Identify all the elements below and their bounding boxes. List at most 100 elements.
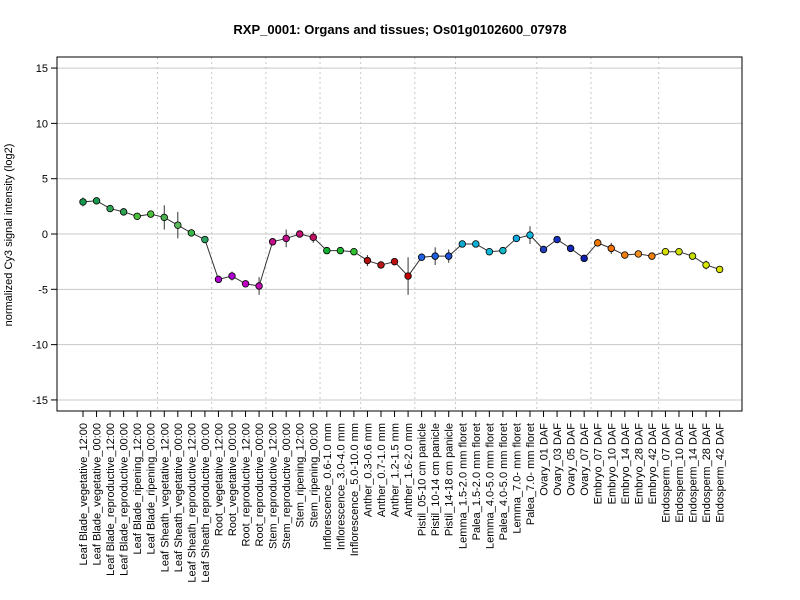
y-axis: -15 -10 -5 0 5 10 15 — [32, 63, 57, 407]
data-point — [607, 244, 615, 253]
data-point — [458, 240, 466, 248]
x-tick-label: Leaf Blade_reproductive_00:00 — [119, 423, 131, 576]
data-point — [187, 229, 196, 237]
data-point — [417, 253, 426, 261]
x-tick-label: Leaf Blade_reproductive_12:00 — [105, 423, 117, 576]
x-tick-label: Endosperm_28 DAF — [701, 423, 713, 523]
x-tick-label: Root_reproductive_00:00 — [254, 423, 266, 547]
data-point — [160, 213, 168, 222]
x-tick-label: Stem_reproductive_12:00 — [268, 423, 280, 549]
x-tick-label: Embryo_42 DAF — [647, 423, 659, 505]
x-tick-label: Root_vegetative_00:00 — [227, 423, 239, 536]
data-point — [336, 246, 345, 255]
x-tick-label: Leaf Blade_ripening_12:00 — [132, 423, 144, 555]
data-point — [499, 246, 507, 255]
data-point — [512, 234, 521, 243]
x-axis: Leaf Blade_vegetative_12:00 Leaf Blade_ve… — [78, 411, 727, 583]
data-point — [526, 231, 534, 239]
x-tick-label: Root_vegetative_12:00 — [213, 423, 225, 536]
data-point — [621, 251, 629, 259]
data-point — [566, 244, 575, 253]
data-point — [214, 275, 223, 284]
data-point — [594, 239, 602, 247]
x-tick-label: Leaf Blade_ripening_00:00 — [146, 423, 158, 555]
x-tick-label: Ovary_07 DAF — [579, 423, 591, 496]
data-point — [553, 235, 561, 244]
x-tick-label: Palea_7.0- mm floret — [525, 423, 537, 525]
data-point — [634, 250, 643, 258]
x-tick-label: Anther_0.7-1.0 mm — [376, 423, 388, 517]
x-tick-label: Embryo_28 DAF — [633, 423, 645, 505]
x-tick-label: Ovary_05 DAF — [566, 423, 578, 496]
series-line-group — [82, 200, 720, 287]
x-tick-label: Endosperm_07 DAF — [660, 423, 672, 523]
data-point — [241, 280, 250, 288]
data-point — [445, 252, 453, 260]
x-tick-label: Ovary_01 DAF — [539, 423, 551, 496]
data-point — [296, 230, 304, 238]
x-tick-label: Lemma_4.0-5.0 mm floret — [484, 423, 496, 549]
data-point — [201, 235, 209, 244]
data-point — [661, 247, 670, 256]
x-tick-label: Pistil_10-14 cm panicle — [430, 423, 442, 536]
data-point — [539, 245, 548, 254]
x-tick-label: Lemma_7.0- mm floret — [511, 423, 523, 534]
y-tick-label: -5 — [38, 284, 48, 296]
data-point — [309, 233, 317, 242]
x-tick-label: Leaf Sheath_reproductive_00:00 — [200, 423, 212, 583]
data-point — [472, 240, 480, 248]
x-tick-label: Pistil_14-18 cm panicle — [444, 423, 456, 536]
data-point — [675, 247, 683, 256]
data-point — [648, 252, 656, 260]
y-tick-label: 15 — [36, 63, 48, 75]
y-tick-label: 0 — [42, 229, 48, 241]
data-point — [255, 282, 263, 290]
data-point — [350, 247, 358, 256]
x-tick-label: Stem_ripening_12:00 — [295, 423, 307, 528]
data-point — [390, 257, 399, 266]
data-point — [323, 246, 331, 255]
error-bars — [82, 197, 721, 295]
data-point — [377, 261, 385, 269]
grid-lines — [57, 57, 742, 411]
x-tick-label: Leaf Blade_vegetative_12:00 — [78, 423, 90, 566]
plot-frame — [56, 56, 743, 412]
data-point — [715, 265, 724, 274]
x-tick-label: Inflorescence_5.0-10.0 mm — [349, 423, 361, 556]
x-tick-label: Palea_4.0-5.0 mm floret — [498, 423, 510, 540]
data-point — [485, 247, 494, 256]
x-tick-label: Anther_0.3-0.6 mm — [362, 423, 374, 517]
x-tick-label: Inflorescence_3.0-4.0 mm — [335, 423, 347, 550]
x-tick-label: Palea_1.5-2.0 mm floret — [471, 423, 483, 540]
data-point — [580, 254, 588, 263]
data-point — [404, 272, 412, 280]
x-tick-label: Root_reproductive_12:00 — [241, 423, 253, 547]
data-point — [363, 256, 372, 265]
data-point — [282, 234, 290, 243]
y-axis-label: normalized Cy3 signal intensity (log2) — [3, 144, 15, 327]
x-tick-label: Endosperm_42 DAF — [715, 423, 727, 523]
chart-title: RXP_0001: Organs and tissues; Os01g01026… — [233, 22, 566, 37]
data-point — [119, 208, 128, 216]
data-point — [79, 198, 87, 206]
x-tick-label: Embryo_14 DAF — [620, 423, 632, 505]
x-tick-label: Endosperm_10 DAF — [674, 423, 686, 523]
x-tick-label: Stem_reproductive_00:00 — [281, 423, 293, 549]
x-tick-label: Embryo_10 DAF — [606, 423, 618, 505]
x-tick-label: Leaf Blade_vegetative_00:00 — [92, 423, 104, 566]
x-tick-label: Inflorescence_0.6-1.0 mm — [322, 423, 334, 550]
x-tick-label: Stem_ripening_00:00 — [308, 423, 320, 528]
data-point — [431, 252, 439, 260]
data-point — [133, 212, 141, 220]
data-point — [688, 252, 697, 260]
x-tick-label: Pistil_05-10 cm panicle — [417, 423, 429, 536]
data-point — [106, 204, 114, 213]
x-tick-label: Leaf Sheath_vegetative_00:00 — [173, 423, 185, 572]
x-tick-label: Leaf Sheath_vegetative_12:00 — [159, 423, 171, 572]
y-tick-label: 5 — [42, 174, 48, 186]
data-point — [702, 261, 710, 269]
x-tick-label: Leaf Sheath_reproductive_12:00 — [186, 423, 198, 583]
series-line — [82, 200, 720, 287]
x-tick-label: Ovary_03 DAF — [552, 423, 564, 496]
data-point — [147, 210, 155, 218]
